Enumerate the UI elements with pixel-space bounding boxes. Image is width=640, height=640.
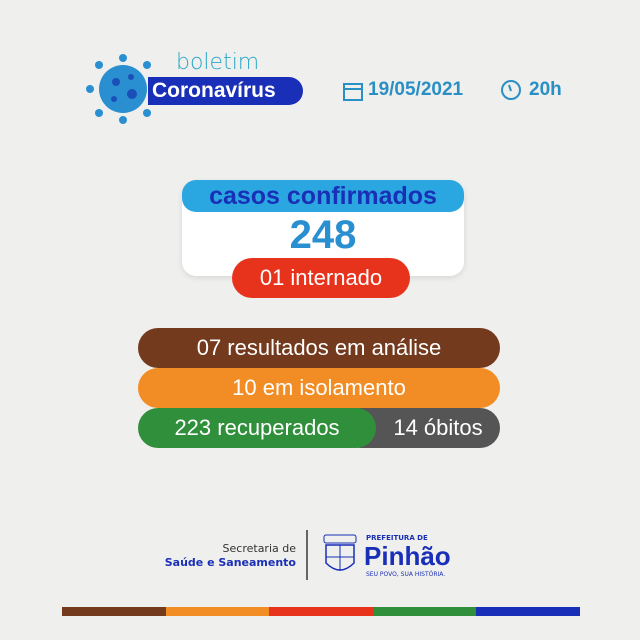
stripe-segment (269, 607, 373, 616)
deaths-pill: 14 óbitos (393, 415, 483, 440)
prefeitura-label: PREFEITURA DE (366, 534, 428, 542)
stripe-segment (62, 607, 166, 616)
virus-icon (86, 54, 160, 124)
secretaria-line2: Saúde e Saneamento (164, 556, 296, 569)
slogan: SEU POVO, SUA HISTÓRIA. (366, 571, 446, 578)
boletim-label: boletim (176, 50, 260, 75)
clock-icon (501, 80, 521, 100)
date: 19/05/2021 (368, 79, 464, 100)
crest-logo (323, 534, 357, 571)
secretaria-line1: Secretaria de (222, 542, 296, 555)
isolation-pill: 10 em isolamento (138, 368, 500, 408)
calendar-icon (343, 83, 363, 101)
time: 20h (529, 79, 562, 100)
hospitalized-pill: 01 internado (232, 258, 410, 298)
analysis-pill: 07 resultados em análise (138, 328, 500, 368)
cases-label: casos confirmados (182, 180, 464, 212)
stripe-segment (476, 607, 580, 616)
stripe-segment (165, 607, 270, 616)
stripe-segment (372, 607, 477, 616)
title-banner: Coronavírus (148, 77, 303, 105)
recovered-pill: 223 recuperados (138, 408, 376, 448)
cases-count: 248 (289, 213, 357, 257)
color-stripe (62, 607, 580, 616)
city-name: Pinhão (364, 541, 451, 571)
divider (306, 530, 308, 580)
